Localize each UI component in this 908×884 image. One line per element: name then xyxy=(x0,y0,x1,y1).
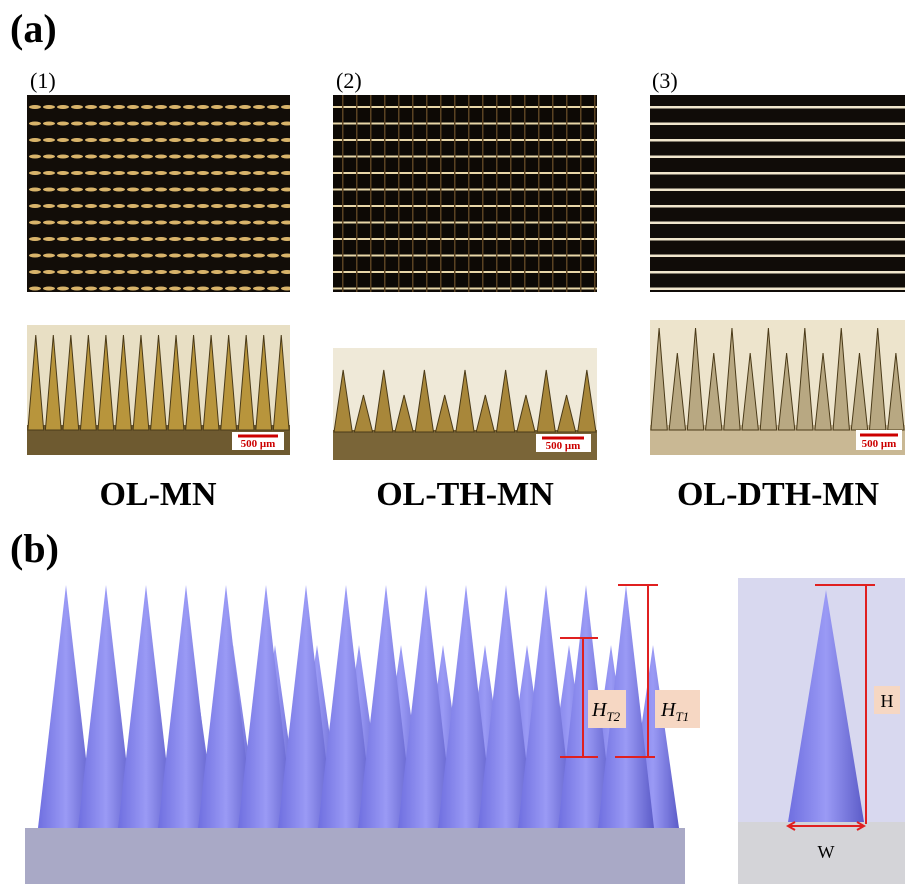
dim-main: H xyxy=(660,699,677,721)
micrograph-top xyxy=(333,95,597,292)
scale-bar-text: 500 μm xyxy=(546,440,581,452)
scale-bar: 500 μm xyxy=(856,430,902,450)
sample-index: (3) xyxy=(652,68,678,93)
micrograph-top xyxy=(650,95,905,292)
scale-bar: 500 μm xyxy=(232,432,284,450)
sample-name: OL-MN xyxy=(99,476,217,513)
panel-label: (a) xyxy=(10,6,57,51)
substrate xyxy=(25,828,685,884)
dim-sub: T1 xyxy=(675,709,689,724)
panel-label: (b) xyxy=(10,526,59,571)
scale-bar-text: 500 μm xyxy=(862,438,897,450)
micrograph-top xyxy=(27,95,290,292)
dimension-label: H xyxy=(881,691,894,711)
scale-bar: 500 μm xyxy=(536,434,591,452)
sample-name: OL-DTH-MN xyxy=(677,476,880,513)
dim-main: H xyxy=(591,699,608,721)
dimension-label: W xyxy=(818,842,835,862)
sample-index: (1) xyxy=(30,68,56,93)
dim-sub: T2 xyxy=(606,709,620,724)
scale-bar-text: 500 μm xyxy=(241,438,276,450)
figure: (a) (1) (2) (3) 500 μm 500 μm 500 μm OL-… xyxy=(0,0,908,884)
sample-index: (2) xyxy=(336,68,362,93)
sample-name: OL-TH-MN xyxy=(376,476,554,513)
page: (a) (1) (2) (3) 500 μm 500 μm 500 μm OL-… xyxy=(0,0,908,884)
